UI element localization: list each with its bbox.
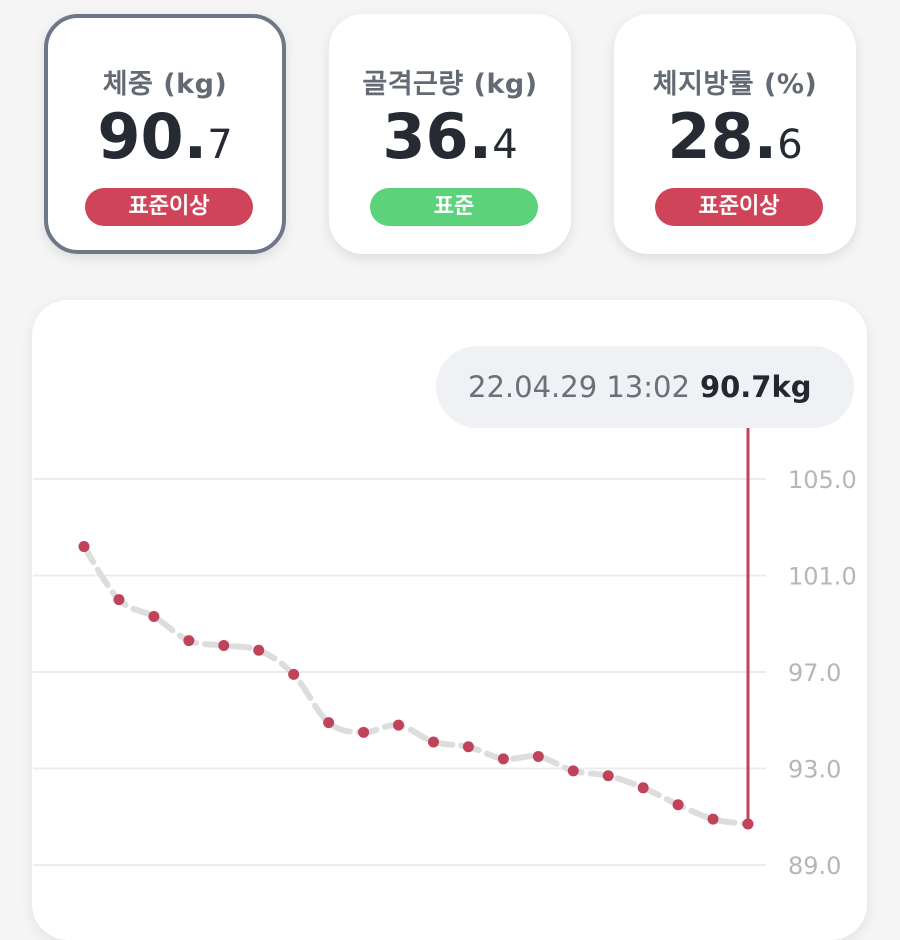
metric-card-skeletal-muscle[interactable]: 골격근량 (kg) 36.4 표준 <box>329 14 571 254</box>
metric-value: 28.6 <box>618 106 852 168</box>
status-badge: 표준이상 <box>655 188 823 226</box>
metric-value-int: 36. <box>382 100 493 173</box>
metric-value: 36.4 <box>333 106 567 168</box>
metric-value-dec: 4 <box>492 122 518 168</box>
metric-value-int: 28. <box>667 100 778 173</box>
metric-card-weight[interactable]: 체중 (kg) 90.7 표준이상 <box>44 14 286 254</box>
metric-label: 골격근량 (kg) <box>362 69 538 100</box>
metric-card-body-fat[interactable]: 체지방률 (%) 28.6 표준이상 <box>614 14 856 254</box>
status-badge: 표준 <box>370 188 538 226</box>
chart-tooltip: 22.04.29 13:02 90.7kg <box>436 346 854 428</box>
tooltip-datetime: 22.04.29 13:02 <box>468 370 690 404</box>
metric-value: 90.7 <box>48 106 282 168</box>
metric-value-int: 90. <box>97 100 208 173</box>
metric-label: 체지방률 (%) <box>652 69 818 100</box>
metric-value-dec: 6 <box>777 122 803 168</box>
status-badge: 표준이상 <box>85 188 253 226</box>
metric-value-dec: 7 <box>207 122 233 168</box>
metric-label: 체중 (kg) <box>102 69 228 100</box>
tooltip-value: 90.7kg <box>699 370 812 404</box>
